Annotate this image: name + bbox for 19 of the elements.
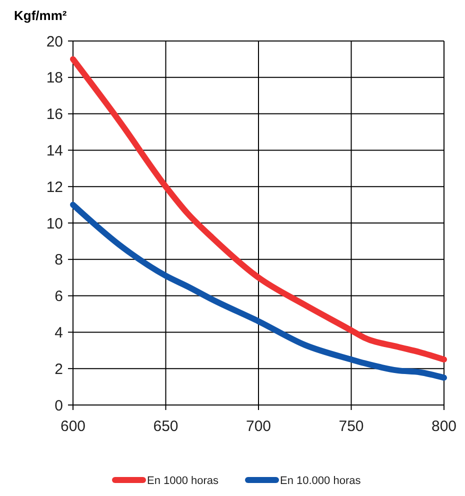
legend-label: En 10.000 horas xyxy=(280,474,362,487)
y-tick-label: 2 xyxy=(54,360,63,378)
y-tick-label: 4 xyxy=(54,324,63,342)
legend-label: En 1000 horas xyxy=(147,474,220,487)
x-tick-label: 750 xyxy=(338,418,364,435)
x-tick-label: 700 xyxy=(246,418,272,435)
x-tick-label: 800 xyxy=(431,418,457,435)
y-tick-label: 0 xyxy=(54,397,63,414)
x-tick-label: 650 xyxy=(153,418,178,435)
y-tick-label: 20 xyxy=(46,33,63,50)
y-tick-label: 6 xyxy=(54,288,63,306)
y-tick-label: 10 xyxy=(46,215,63,232)
x-tick-label: 600 xyxy=(60,418,86,435)
y-tick-label: 16 xyxy=(46,106,63,124)
y-tick-label: 8 xyxy=(54,252,63,269)
y-tick-label: 18 xyxy=(46,70,63,87)
y-tick-label: 14 xyxy=(46,142,63,160)
y-axis-title: Kgf/mm² xyxy=(14,8,68,23)
y-tick-label: 12 xyxy=(46,178,63,196)
